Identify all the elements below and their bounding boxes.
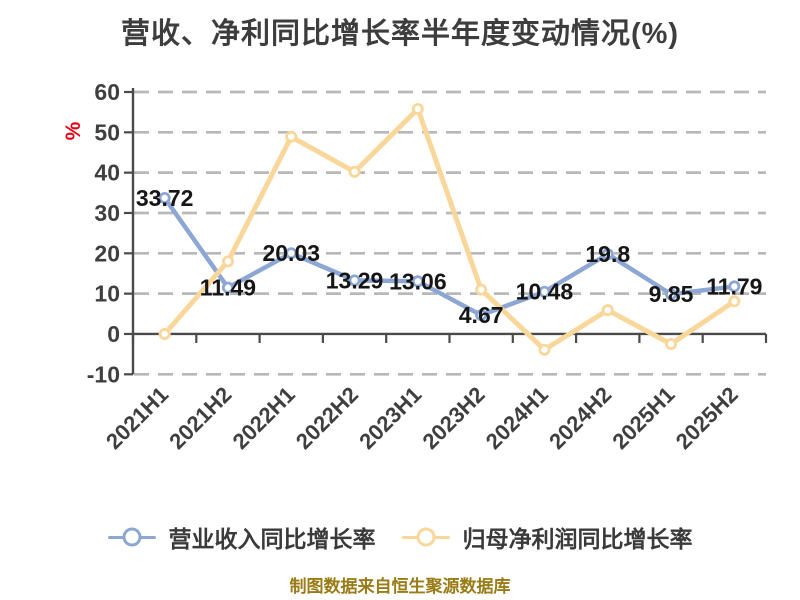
legend-label-net-profit: 归母净利润同比增长率: [462, 526, 693, 552]
data-point-label: 4.67: [459, 302, 504, 328]
legend-item-net-profit: 归母净利润同比增长率: [401, 520, 693, 554]
data-point-label: 13.06: [389, 268, 447, 294]
data-point-marker: [665, 338, 678, 351]
y-axis-label: 30: [94, 200, 120, 226]
data-point-label: 13.29: [326, 267, 384, 293]
y-axis-label: 60: [94, 79, 120, 105]
data-point-marker: [285, 247, 298, 260]
data-point-label: 9.85: [649, 281, 694, 307]
x-axis-label: 2023H1: [354, 382, 426, 454]
data-point-marker: [538, 285, 551, 298]
data-point-marker: [411, 102, 424, 115]
data-point-label: 20.03: [262, 240, 320, 266]
net-profit-yoy-line: [162, 106, 737, 353]
legend-item-revenue: 营业收入同比增长率: [107, 520, 376, 554]
data-point-marker: [728, 280, 741, 293]
revenue-yoy-line: [162, 195, 737, 318]
data-point-marker: [411, 275, 424, 288]
data-point-marker: [221, 281, 234, 294]
y-axis-label: -10: [87, 361, 120, 387]
y-axis-label: 0: [107, 321, 120, 347]
data-point-marker: [475, 309, 488, 322]
x-axis-label: 2024H2: [544, 382, 616, 454]
legend-circle-icon: [416, 527, 435, 547]
data-point-marker: [728, 295, 741, 308]
y-axis-label: 10: [94, 281, 120, 307]
x-axis-label: 2022H2: [291, 382, 363, 454]
data-point-label: 10.48: [516, 279, 574, 305]
data-point-marker: [158, 327, 171, 340]
chart-title: 营收、净利同比增长率半年度变动情况(%): [120, 18, 680, 50]
y-axis-label: 20: [94, 240, 120, 266]
legend-label-revenue: 营业收入同比增长率: [168, 526, 376, 552]
data-point-marker: [348, 274, 361, 287]
data-point-label: 19.8: [585, 241, 630, 267]
data-point-label: 33.72: [136, 185, 194, 211]
data-point-label: 11.79: [706, 273, 762, 299]
data-point-marker: [285, 130, 298, 143]
data-source-note: 制图数据来自恒生聚源数据库: [289, 577, 511, 596]
chart-legend: 营业收入同比增长率 归母净利润同比增长率: [0, 520, 800, 554]
data-point-label: 11.49: [200, 275, 256, 301]
data-point-marker: [348, 165, 361, 178]
data-point-marker: [601, 248, 614, 261]
x-axis-label: 2021H1: [101, 382, 173, 454]
x-axis-label: 2022H1: [228, 382, 300, 454]
data-point-marker: [475, 283, 488, 296]
x-axis-label: 2025H1: [607, 382, 679, 454]
data-point-marker: [538, 343, 551, 356]
y-axis-label: 40: [94, 160, 120, 186]
data-point-marker: [221, 255, 234, 268]
y-axis-unit-label: %: [62, 121, 85, 140]
legend-marker-net-profit: [401, 527, 450, 547]
x-axis-label: 2021H2: [164, 382, 236, 454]
legend-circle-icon: [122, 527, 141, 547]
legend-marker-revenue: [107, 527, 156, 547]
growth-line-chart: 60 50 40 30 20 10 0 -102021H12021H22022H12022H2…: [62, 79, 768, 454]
y-axis-label: 50: [94, 119, 120, 145]
data-point-marker: [601, 304, 614, 317]
x-axis-label: 2023H2: [418, 382, 490, 454]
data-point-marker: [665, 288, 678, 301]
x-axis-label: 2024H1: [481, 382, 553, 454]
data-point-marker: [158, 191, 171, 204]
x-axis-label: 2025H2: [671, 382, 743, 454]
